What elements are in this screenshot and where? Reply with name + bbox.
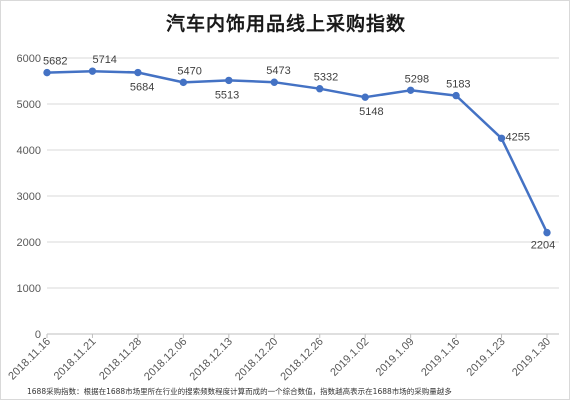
data-point xyxy=(88,67,97,75)
data-point xyxy=(452,91,460,100)
y-tick-label: 5000 xyxy=(17,99,41,111)
data-point xyxy=(134,68,142,77)
y-tick-label: 4000 xyxy=(17,145,41,157)
data-label: 5298 xyxy=(405,73,429,85)
data-label: 4255 xyxy=(506,131,530,143)
footnote: 1688采购指数：根据在1688市场里所在行业的搜索频数程度计算而成的一个综合数… xyxy=(27,387,452,396)
x-tick-label: 2018.11.28 xyxy=(97,336,144,383)
data-point xyxy=(543,228,551,237)
data-label: 5183 xyxy=(446,79,470,91)
x-tick-label: 2018.11.21 xyxy=(52,336,99,383)
data-label: 5470 xyxy=(177,65,201,77)
x-tick-label: 2018.12.06 xyxy=(142,336,189,383)
y-tick-label: 2000 xyxy=(17,237,41,249)
data-label: 5473 xyxy=(266,65,290,77)
x-tick-label: 2018.12.20 xyxy=(233,336,280,383)
x-tick-label: 2019.1.23 xyxy=(465,336,508,379)
data-point xyxy=(497,134,506,142)
x-tick-label: 2018.12.13 xyxy=(188,336,235,383)
x-tick-label: 2019.1.02 xyxy=(328,336,371,379)
gridlines xyxy=(47,57,559,335)
data-label: 2204 xyxy=(531,240,555,252)
y-tick-label: 6000 xyxy=(17,53,41,65)
x-tick-label: 2018.11.16 xyxy=(6,336,53,383)
x-tick-label: 2019.1.30 xyxy=(510,336,553,379)
data-label: 5148 xyxy=(359,106,383,118)
data-point xyxy=(179,78,188,87)
data-point xyxy=(361,93,369,101)
chart-title: 汽车内饰用品线上采购指数 xyxy=(165,13,406,35)
x-tick-label: 2019.1.16 xyxy=(419,336,462,379)
data-label: 5332 xyxy=(314,72,338,84)
data-point xyxy=(316,85,324,93)
y-tick-label: 3000 xyxy=(17,191,41,203)
x-tick-label: 2018.12.26 xyxy=(278,336,325,383)
series-line xyxy=(43,67,551,237)
data-labels: 5682 5714 5684 5470 5513 5473 5332 5148 5298 5183… xyxy=(43,54,555,251)
data-label: 5513 xyxy=(215,89,239,101)
data-label: 5684 xyxy=(130,82,154,94)
data-label: 5682 xyxy=(43,56,67,68)
y-tick-label: 0 xyxy=(35,329,41,341)
data-point xyxy=(270,78,278,86)
data-point xyxy=(225,76,233,85)
y-tick-label: 1000 xyxy=(17,283,41,295)
data-point xyxy=(43,68,51,77)
data-point xyxy=(406,86,415,94)
data-label: 5714 xyxy=(92,54,116,66)
series-polyline xyxy=(46,69,549,234)
x-tick-label: 2019.1.09 xyxy=(374,336,417,379)
